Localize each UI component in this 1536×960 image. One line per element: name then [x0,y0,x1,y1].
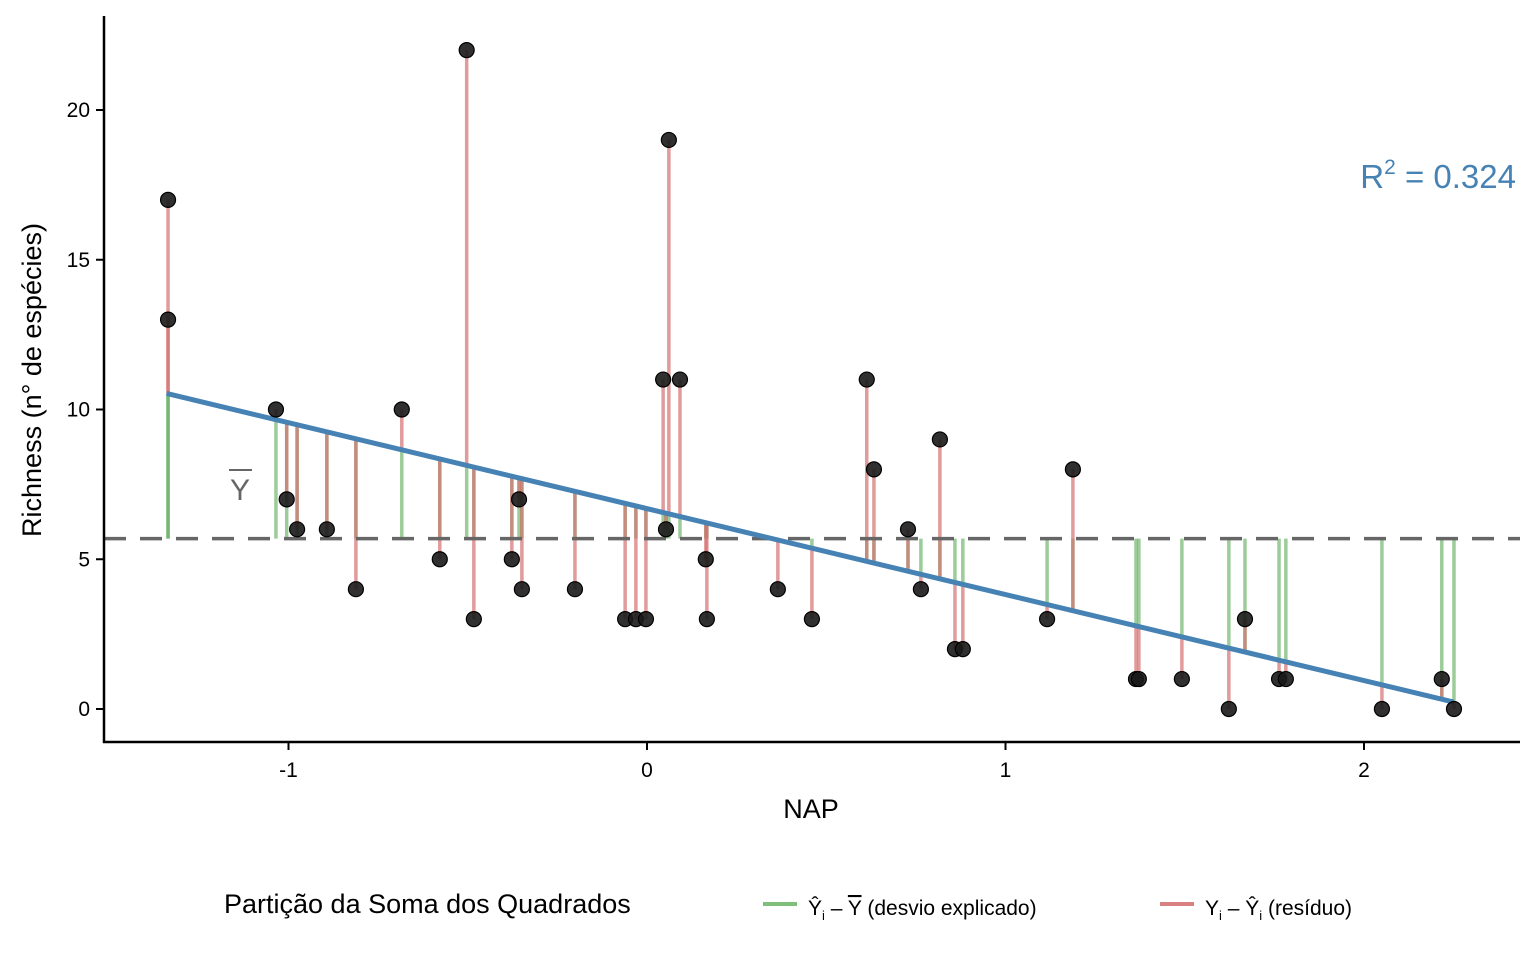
y-ticks: 0 5 10 15 20 [67,99,104,721]
data-point [393,401,410,418]
data-point [267,401,285,418]
y-tick-label: 0 [78,698,90,721]
regression-line [166,391,1455,705]
data-point [159,311,177,328]
data-point [1173,670,1190,688]
residual-segments [166,50,1456,709]
y-axis-title: Richness (n° de espécies) [17,223,47,537]
y-tick-label: 5 [78,548,90,571]
data-point [1038,611,1056,628]
data-point [458,41,475,59]
data-point [637,611,655,628]
data-point [1373,700,1391,718]
data-point [1236,611,1254,628]
x-tick-label: 2 [1358,759,1370,782]
data-point [899,521,917,538]
data-point [912,581,929,598]
data-point [769,581,786,598]
data-point [1277,670,1294,688]
data-point [503,551,520,568]
data-point [318,521,335,538]
data-point [671,371,689,388]
data-point [1445,700,1463,718]
data-point [865,461,883,478]
r2-value: = 0.324 [1396,158,1516,195]
data-point [278,491,295,508]
y-tick-label: 20 [67,99,90,122]
r2-sup: 2 [1384,156,1396,179]
legend-label-explained: Ŷi – Y (desvio explicado) [808,897,1037,923]
data-point [931,431,948,448]
data-point [513,581,530,598]
data-point [858,371,875,388]
data-point [657,521,675,538]
data-point [655,371,672,388]
legend-label-residual: Yi – Ŷi (resíduo) [1205,897,1352,923]
data-points [159,41,1463,718]
mean-label: Y [230,474,250,507]
data-point [431,551,448,568]
y-tick-label: 15 [67,249,90,272]
data-point [1433,670,1450,688]
data-point [159,191,177,208]
data-point [510,491,528,508]
data-point [660,131,677,149]
data-point [803,611,821,628]
data-point [1064,461,1081,478]
data-point [954,640,971,658]
r-squared-annotation: R2 = 0.324 [1360,156,1516,195]
x-ticks: -1 0 1 2 [279,742,1370,782]
data-point [289,521,306,538]
x-tick-label: -1 [279,759,298,782]
r2-base: R [1360,158,1384,195]
y-tick-label: 10 [67,399,90,422]
data-point [566,581,584,598]
data-point [465,611,482,628]
data-point [697,551,714,568]
data-point [1220,700,1237,718]
data-point [347,581,364,598]
data-point [1130,670,1147,688]
legend-title: Partição da Soma dos Quadrados [224,889,631,919]
x-tick-label: 0 [641,759,653,782]
data-point [698,611,715,628]
x-tick-label: 1 [1000,759,1012,782]
x-axis-title: NAP [783,794,839,824]
legend: Partição da Soma dos Quadrados Ŷi – Y (d… [224,889,1352,923]
